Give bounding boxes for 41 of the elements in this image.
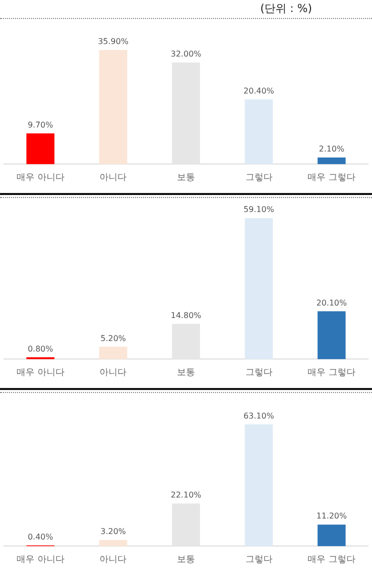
x-tick-label: 아니다: [100, 172, 127, 183]
x-tick-label: 매우 그렇다: [308, 368, 356, 378]
data-label: 20.40%: [244, 86, 274, 96]
data-label: 0.80%: [28, 344, 54, 354]
bar: [99, 50, 128, 164]
data-label: 0.40%: [28, 532, 54, 542]
x-tick-label: 매우 그렇다: [308, 554, 356, 565]
x-tick-label: 그렇다: [245, 368, 272, 378]
data-label: 59.10%: [244, 205, 274, 214]
x-tick-label: 아니다: [100, 554, 127, 565]
x-tick-label: 매우 아니다: [16, 172, 64, 183]
x-tick-label: 매우 아니다: [16, 554, 64, 565]
data-label: 9.70%: [28, 120, 54, 130]
bar: [99, 540, 128, 546]
data-label: 35.90%: [98, 37, 129, 46]
x-tick-label: 매우 아니다: [16, 368, 64, 378]
bar: [318, 158, 346, 164]
bar: [318, 311, 346, 360]
data-label: 14.80%: [170, 310, 202, 320]
x-tick-label: 그렇다: [245, 172, 272, 183]
data-label: 20.10%: [316, 298, 348, 308]
data-label: 2.10%: [318, 144, 345, 154]
x-tick-label: 보통: [177, 554, 195, 565]
x-tick-label: 아니다: [100, 368, 127, 378]
x-tick-label: 매우 그렇다: [308, 172, 356, 183]
data-label: 63.10%: [244, 411, 274, 420]
data-label: 3.20%: [100, 527, 126, 536]
bar: [244, 99, 273, 164]
bar: [26, 133, 54, 164]
data-label: 5.20%: [100, 334, 126, 343]
bar: [244, 218, 273, 360]
data-label: 22.10%: [170, 490, 202, 500]
bar: [99, 346, 128, 360]
bar: [318, 524, 346, 546]
x-tick-label: 보통: [177, 368, 195, 378]
text: (단위 : %): [259, 1, 313, 17]
data-label: 11.20%: [316, 512, 348, 521]
x-tick-label: 그렇다: [245, 554, 272, 565]
data-label: 32.00%: [170, 50, 202, 59]
bar: [244, 424, 273, 546]
x-tick-label: 보통: [177, 172, 195, 183]
